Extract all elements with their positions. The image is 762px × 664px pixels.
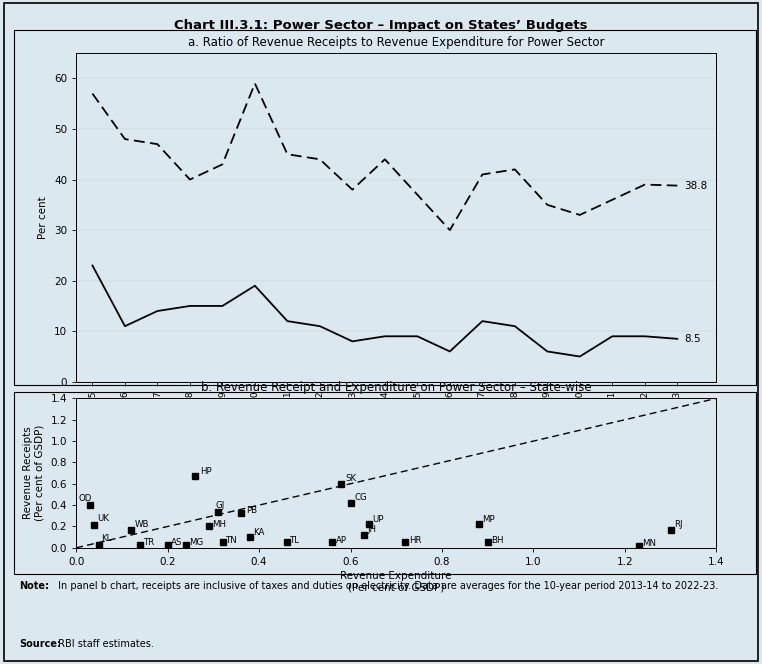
Text: WB: WB — [135, 520, 149, 529]
Text: UK: UK — [97, 514, 109, 523]
Text: KA: KA — [254, 528, 265, 537]
Text: SK: SK — [345, 474, 356, 483]
Text: MG: MG — [190, 539, 204, 547]
Text: MH: MH — [213, 520, 226, 529]
Title: b. Revenue Receipt and Expenditure on Power Sector – State-wise: b. Revenue Receipt and Expenditure on Po… — [201, 381, 591, 394]
Text: MP: MP — [482, 515, 495, 524]
Text: 38.8: 38.8 — [684, 181, 707, 191]
Y-axis label: Per cent: Per cent — [39, 196, 49, 239]
Title: a. Ratio of Revenue Receipts to Revenue Expenditure for Power Sector: a. Ratio of Revenue Receipts to Revenue … — [188, 36, 604, 49]
Y-axis label: Revenue Receipts
(Per cent of GSDP): Revenue Receipts (Per cent of GSDP) — [24, 425, 45, 521]
Text: GJ: GJ — [216, 501, 225, 510]
Text: TR: TR — [144, 539, 155, 547]
Text: Note:: Note: — [19, 581, 49, 591]
Text: JH: JH — [368, 525, 377, 534]
Text: CG: CG — [354, 493, 367, 503]
Text: RJ: RJ — [674, 520, 683, 529]
Text: TL: TL — [290, 536, 300, 545]
Text: Source:: Source: — [19, 639, 61, 649]
X-axis label: Revenue Expenditure
(Per cent of GSDP): Revenue Expenditure (Per cent of GSDP) — [341, 571, 452, 592]
Text: AS: AS — [171, 539, 183, 547]
Text: In panel b chart, receipts are inclusive of taxes and duties on electricity. Dat: In panel b chart, receipts are inclusive… — [55, 581, 719, 591]
Text: AP: AP — [336, 536, 347, 545]
Text: 8.5: 8.5 — [684, 334, 700, 344]
Text: KL: KL — [101, 534, 112, 543]
Text: RBI staff estimates.: RBI staff estimates. — [55, 639, 154, 649]
Legend: Excluding Taxes on Electricity, Including Taxes on Electricity: Excluding Taxes on Electricity, Includin… — [200, 529, 592, 548]
Text: OD: OD — [78, 494, 92, 503]
Text: PB: PB — [246, 506, 258, 515]
Text: HP: HP — [200, 467, 212, 476]
Text: BH: BH — [491, 536, 504, 545]
Text: MN: MN — [642, 539, 656, 548]
Text: Chart III.3.1: Power Sector – Impact on States’ Budgets: Chart III.3.1: Power Sector – Impact on … — [174, 19, 588, 32]
Text: HR: HR — [409, 536, 421, 545]
Text: UP: UP — [373, 515, 384, 524]
Text: TN: TN — [226, 536, 238, 545]
